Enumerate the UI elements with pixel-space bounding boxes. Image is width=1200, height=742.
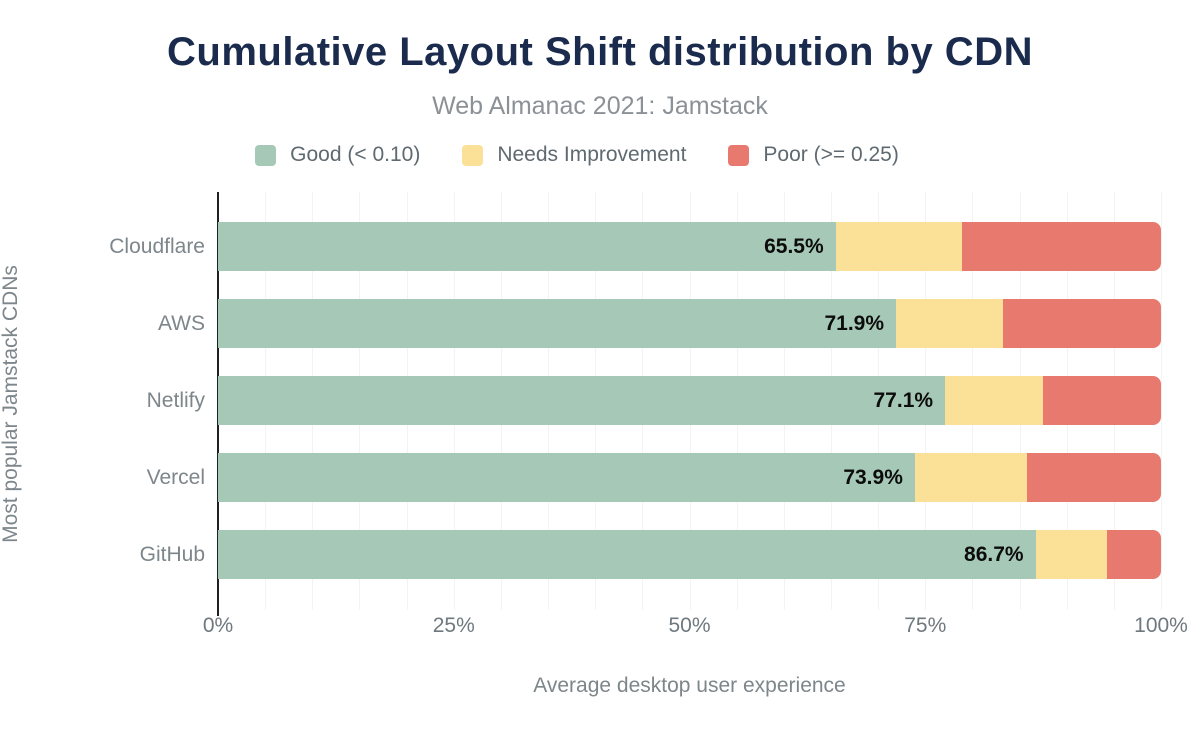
bar-segment-ni bbox=[896, 299, 1003, 348]
legend-swatch-icon bbox=[728, 144, 750, 166]
plot-area: 65.5% 71.9% 77.1% 73.9% 86.7% bbox=[217, 192, 1162, 616]
data-label: 86.7% bbox=[964, 543, 1024, 566]
x-tick-0: 0% bbox=[202, 614, 234, 637]
bar-row-netlify: 77.1% bbox=[218, 376, 1161, 425]
bar-segment-poor bbox=[962, 222, 1161, 271]
x-tick-75: 75% bbox=[904, 614, 947, 637]
bar-segment-poor bbox=[1027, 453, 1161, 502]
legend-swatch-icon bbox=[462, 144, 484, 166]
legend-label: Needs Improvement bbox=[497, 143, 687, 166]
legend-item-1[interactable]: Needs Improvement bbox=[462, 143, 686, 167]
y-axis-title: Most popular Jamstack CDNs bbox=[0, 265, 22, 543]
bar-segment-ni bbox=[945, 376, 1044, 425]
data-label: 65.5% bbox=[764, 235, 824, 258]
bar-segment-poor bbox=[1002, 299, 1161, 348]
legend-label: Good (< 0.10) bbox=[290, 143, 421, 166]
bar-row-github: 86.7% bbox=[218, 530, 1161, 579]
bar-segment-good: 65.5% bbox=[218, 222, 836, 271]
bar-row-aws: 71.9% bbox=[218, 299, 1161, 348]
legend-label: Poor (>= 0.25) bbox=[763, 143, 899, 166]
bar-segment-good: 77.1% bbox=[218, 376, 946, 425]
bar-segment-poor bbox=[1043, 376, 1161, 425]
category-label-github: GitHub bbox=[139, 543, 205, 566]
legend-item-2[interactable]: Poor (>= 0.25) bbox=[728, 143, 899, 167]
x-tick-25: 25% bbox=[432, 614, 475, 637]
data-label: 73.9% bbox=[843, 466, 903, 489]
x-tick-50: 50% bbox=[668, 614, 711, 637]
bar-segment-good: 73.9% bbox=[218, 453, 915, 502]
bar-row-vercel: 73.9% bbox=[218, 453, 1161, 502]
category-labels: Cloudflare AWS Netlify Vercel GitHub bbox=[0, 192, 205, 610]
bar-segment-ni bbox=[835, 222, 963, 271]
legend-item-0[interactable]: Good (< 0.10) bbox=[255, 143, 420, 167]
bar-segment-ni bbox=[1035, 530, 1108, 579]
data-label: 77.1% bbox=[873, 389, 934, 412]
bar-segment-ni bbox=[914, 453, 1028, 502]
bar-row-cloudflare: 65.5% bbox=[218, 222, 1161, 271]
chart-subtitle: Web Almanac 2021: Jamstack bbox=[432, 92, 768, 120]
x-axis-ticks: 0% 25% 50% 75% 100% bbox=[203, 614, 1188, 642]
bar-segment-poor bbox=[1107, 530, 1161, 579]
gridline bbox=[1161, 192, 1162, 610]
bar-segment-good: 71.9% bbox=[218, 299, 897, 348]
bar-segment-good: 86.7% bbox=[218, 530, 1036, 579]
legend: Good (< 0.10) Needs Improvement Poor (>= 0… bbox=[0, 143, 1154, 167]
category-label-netlify: Netlify bbox=[146, 389, 205, 412]
x-tick-100: 100% bbox=[1134, 614, 1188, 637]
category-label-cloudflare: Cloudflare bbox=[109, 235, 205, 258]
category-label-aws: AWS bbox=[157, 312, 205, 335]
chart-title: Cumulative Layout Shift distribution by … bbox=[167, 30, 1033, 74]
category-label-vercel: Vercel bbox=[146, 466, 205, 489]
x-axis-title: Average desktop user experience bbox=[533, 674, 846, 697]
legend-swatch-icon bbox=[255, 144, 277, 166]
data-label: 71.9% bbox=[824, 312, 885, 335]
